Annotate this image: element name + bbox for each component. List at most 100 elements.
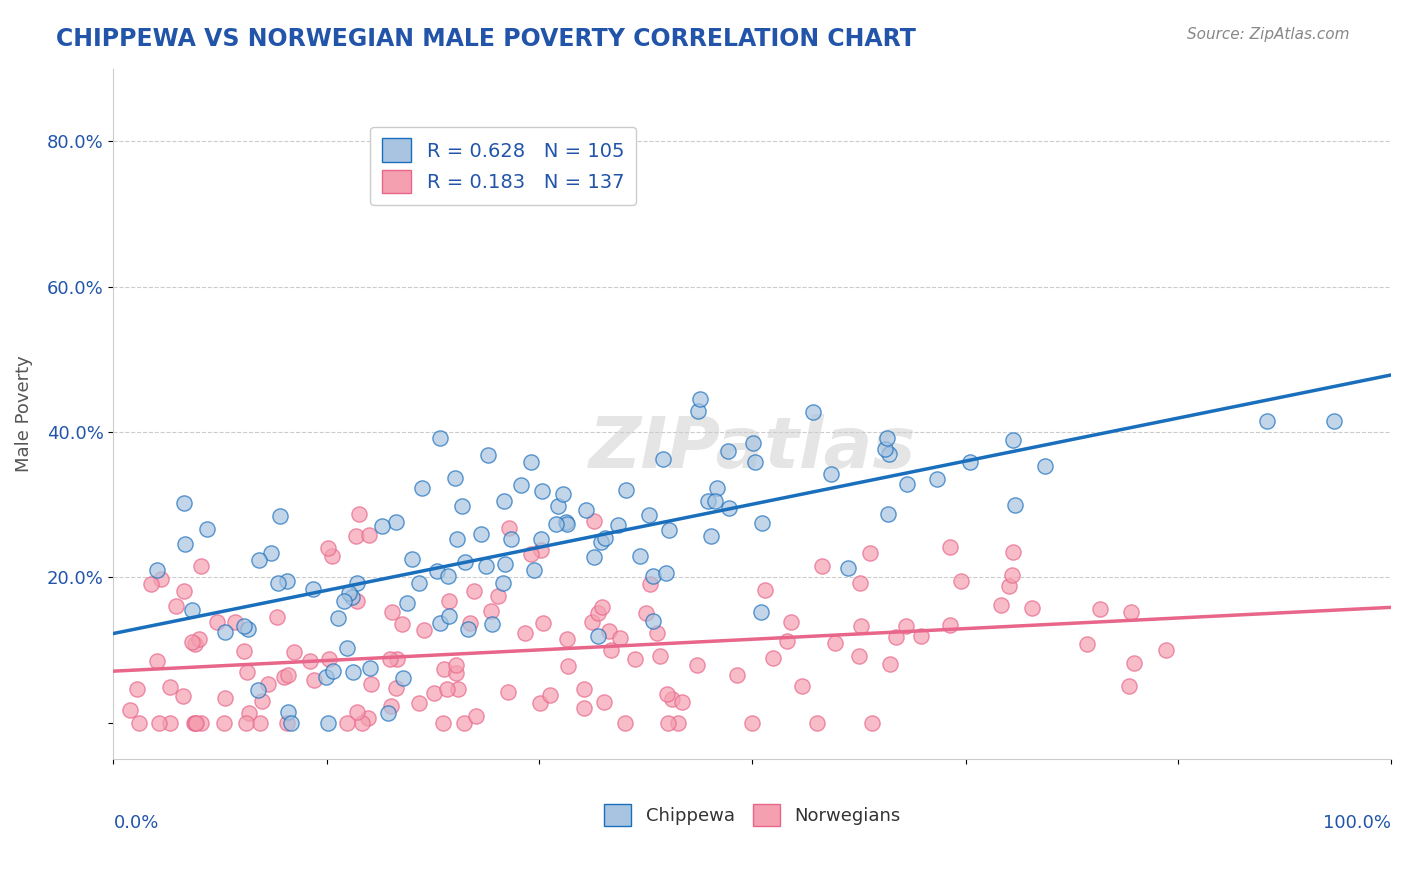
- Point: [666, 715, 689, 730]
- Point: [205, 615, 228, 630]
- Point: [643, 569, 665, 583]
- Point: [779, 615, 801, 630]
- Point: [555, 515, 578, 529]
- Point: [385, 515, 408, 529]
- Point: [572, 682, 595, 697]
- Point: [1323, 414, 1346, 428]
- Point: [671, 695, 693, 709]
- Point: [359, 661, 381, 675]
- Point: [451, 499, 474, 513]
- Point: [591, 600, 613, 615]
- Point: [423, 686, 446, 700]
- Point: [593, 532, 616, 546]
- Point: [658, 523, 681, 537]
- Point: [190, 559, 212, 574]
- Point: [411, 481, 433, 495]
- Point: [520, 455, 543, 469]
- Point: [276, 574, 298, 588]
- Point: [582, 514, 605, 528]
- Point: [302, 582, 325, 596]
- Point: [391, 617, 413, 632]
- Point: [336, 641, 359, 656]
- Point: [877, 448, 900, 462]
- Point: [741, 436, 763, 450]
- Point: [877, 507, 900, 521]
- Point: [266, 610, 288, 624]
- Point: [811, 558, 834, 573]
- Point: [655, 687, 678, 701]
- Point: [322, 664, 344, 678]
- Point: [396, 596, 419, 610]
- Point: [515, 625, 537, 640]
- Point: [689, 392, 711, 407]
- Point: [509, 477, 531, 491]
- Point: [184, 715, 207, 730]
- Point: [233, 644, 256, 658]
- Point: [1121, 605, 1143, 619]
- Point: [146, 563, 169, 577]
- Point: [593, 695, 616, 709]
- Point: [173, 495, 195, 509]
- Point: [1256, 414, 1278, 428]
- Point: [332, 593, 354, 607]
- Point: [606, 518, 628, 533]
- Point: [792, 679, 814, 693]
- Point: [523, 563, 546, 577]
- Point: [340, 590, 363, 604]
- Point: [873, 442, 896, 456]
- Point: [184, 715, 207, 730]
- Point: [614, 483, 637, 497]
- Point: [1001, 544, 1024, 558]
- Point: [776, 634, 799, 648]
- Point: [357, 528, 380, 542]
- Point: [949, 574, 972, 588]
- Point: [259, 546, 281, 560]
- Point: [277, 705, 299, 719]
- Point: [148, 715, 170, 730]
- Point: [725, 668, 748, 682]
- Point: [492, 575, 515, 590]
- Point: [429, 615, 451, 630]
- Point: [686, 658, 709, 673]
- Point: [591, 534, 613, 549]
- Point: [1118, 679, 1140, 693]
- Point: [463, 584, 485, 599]
- Point: [486, 590, 509, 604]
- Point: [408, 696, 430, 710]
- Point: [457, 622, 479, 636]
- Point: [586, 606, 609, 620]
- Point: [837, 561, 859, 575]
- Point: [600, 643, 623, 657]
- Point: [250, 694, 273, 708]
- Point: [283, 644, 305, 658]
- Point: [214, 624, 236, 639]
- Y-axis label: Male Poverty: Male Poverty: [15, 355, 32, 472]
- Point: [849, 576, 872, 591]
- Point: [385, 681, 408, 696]
- Legend: Chippewa, Norwegians: Chippewa, Norwegians: [596, 797, 908, 833]
- Point: [1088, 602, 1111, 616]
- Point: [824, 636, 846, 650]
- Point: [120, 703, 142, 717]
- Point: [990, 598, 1012, 612]
- Point: [256, 677, 278, 691]
- Point: [344, 529, 367, 543]
- Point: [315, 670, 337, 684]
- Point: [718, 500, 741, 515]
- Point: [801, 405, 824, 419]
- Point: [187, 632, 209, 646]
- Point: [316, 541, 339, 556]
- Point: [661, 692, 683, 706]
- Point: [346, 705, 368, 719]
- Point: [494, 494, 516, 508]
- Point: [939, 618, 962, 632]
- Point: [437, 609, 460, 624]
- Point: [501, 532, 523, 546]
- Point: [180, 634, 202, 648]
- Point: [183, 715, 205, 730]
- Point: [318, 652, 340, 666]
- Point: [387, 652, 409, 666]
- Point: [696, 494, 718, 508]
- Point: [540, 688, 562, 702]
- Point: [848, 648, 870, 663]
